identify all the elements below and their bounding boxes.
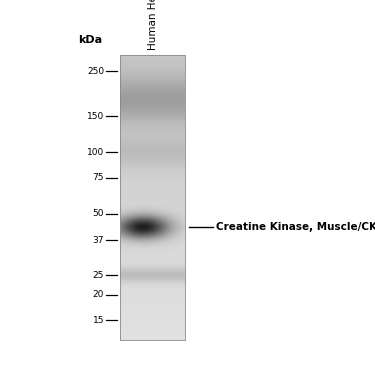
Text: 25: 25 [93,270,104,279]
Text: kDa: kDa [78,35,102,45]
Text: Human Heart: Human Heart [147,0,158,50]
Text: 100: 100 [87,148,104,157]
Text: 75: 75 [93,173,104,182]
Text: Creatine Kinase, Muscle/CKMM: Creatine Kinase, Muscle/CKMM [216,222,375,232]
Text: 37: 37 [93,236,104,245]
Bar [120,55,185,340]
Text: 20: 20 [93,290,104,299]
Text: 15: 15 [93,316,104,325]
Text: 50: 50 [93,209,104,218]
Text: 150: 150 [87,112,104,121]
Text: 250: 250 [87,67,104,76]
